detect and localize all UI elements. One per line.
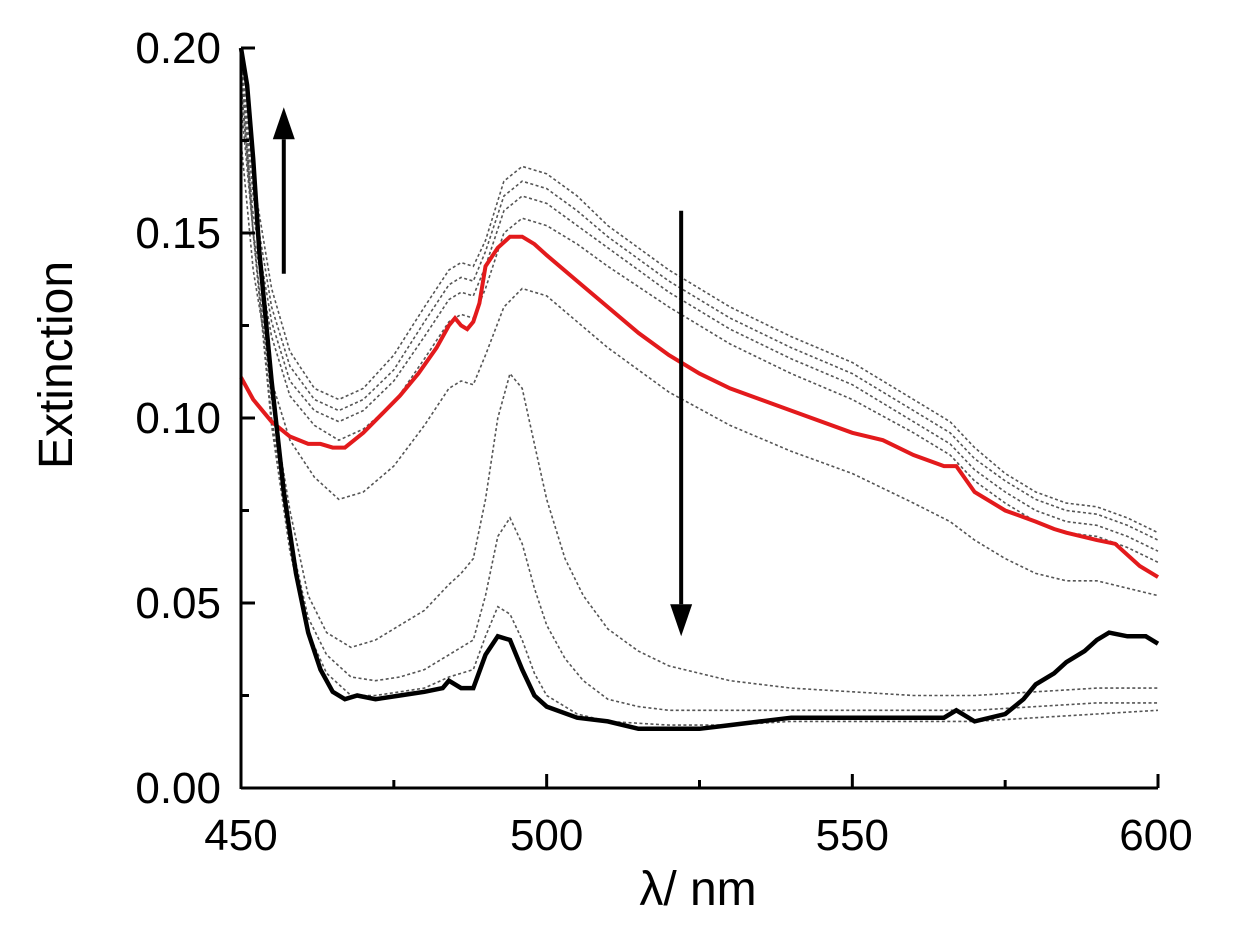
series-layer bbox=[238, 47, 1160, 732]
x-tick-label: 600 bbox=[1119, 811, 1192, 860]
y-tick-label: 0.10 bbox=[135, 394, 221, 443]
series-line-intermediate-8 bbox=[240, 55, 1159, 726]
y-tick-label: 0.15 bbox=[135, 209, 221, 258]
series-line-final-black bbox=[238, 47, 1160, 732]
series-line-intermediate-6 bbox=[240, 84, 1158, 697]
series-line-intermediate-3 bbox=[240, 84, 1159, 552]
y-axis-title: Extinction bbox=[30, 261, 83, 469]
series-line-intermediate-1 bbox=[240, 55, 1159, 534]
series-line-intermediate-2 bbox=[240, 66, 1159, 541]
series-line-intermediate-5 bbox=[240, 140, 1159, 597]
y-tick-label: 0.20 bbox=[135, 24, 221, 73]
annotations bbox=[272, 107, 693, 637]
series-line-intermediate-7 bbox=[240, 66, 1158, 712]
x-tick-label: 450 bbox=[204, 811, 277, 860]
y-tick-label: 0.00 bbox=[135, 764, 221, 813]
y-tick-label: 0.05 bbox=[135, 579, 221, 628]
x-tick-label: 550 bbox=[816, 811, 889, 860]
series-line-intermediate-4 bbox=[240, 103, 1159, 564]
x-axis-title: λ/ nm bbox=[639, 863, 756, 916]
series-line-initial-red bbox=[239, 234, 1160, 579]
x-tick-label: 500 bbox=[510, 811, 583, 860]
down-arrow-head bbox=[670, 604, 693, 637]
ticks: 0.00 0.05 0.10 0.15 0.20 450 500 550 600 bbox=[135, 24, 1192, 860]
up-arrow-head bbox=[272, 107, 295, 140]
